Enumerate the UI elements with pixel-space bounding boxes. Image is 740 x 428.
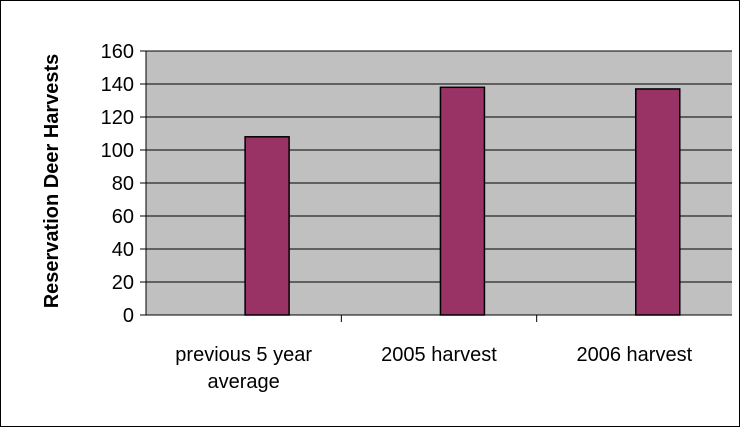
x-tick-labels: previous 5 year average 2005 harvest 2006 h… [175, 344, 692, 393]
gridlines [146, 50, 732, 283]
y-tick-labels: 0 20 40 60 80 100 120 140 160 [101, 41, 134, 327]
x-tick-label: previous 5 year [175, 344, 312, 366]
y-tick-label: 100 [101, 140, 134, 162]
y-tick-label: 160 [101, 41, 134, 63]
y-tick-label: 60 [112, 206, 134, 228]
y-tick-label: 40 [112, 239, 134, 261]
y-tick-label: 120 [101, 107, 134, 129]
x-tick-label: 2005 harvest [381, 344, 497, 366]
y-tick-label: 80 [112, 173, 134, 195]
axes [140, 50, 732, 322]
bars [244, 86, 681, 316]
bar [439, 86, 486, 316]
x-tick-label: 2006 harvest [577, 344, 693, 366]
y-tick-label: 140 [101, 74, 134, 96]
y-tick-label: 0 [123, 305, 134, 327]
y-tick-label: 20 [112, 272, 134, 294]
y-axis-label: Reservation Deer Harvests [41, 54, 63, 309]
bar [635, 88, 681, 316]
bar [244, 136, 290, 316]
x-tick-label: average [208, 371, 280, 393]
